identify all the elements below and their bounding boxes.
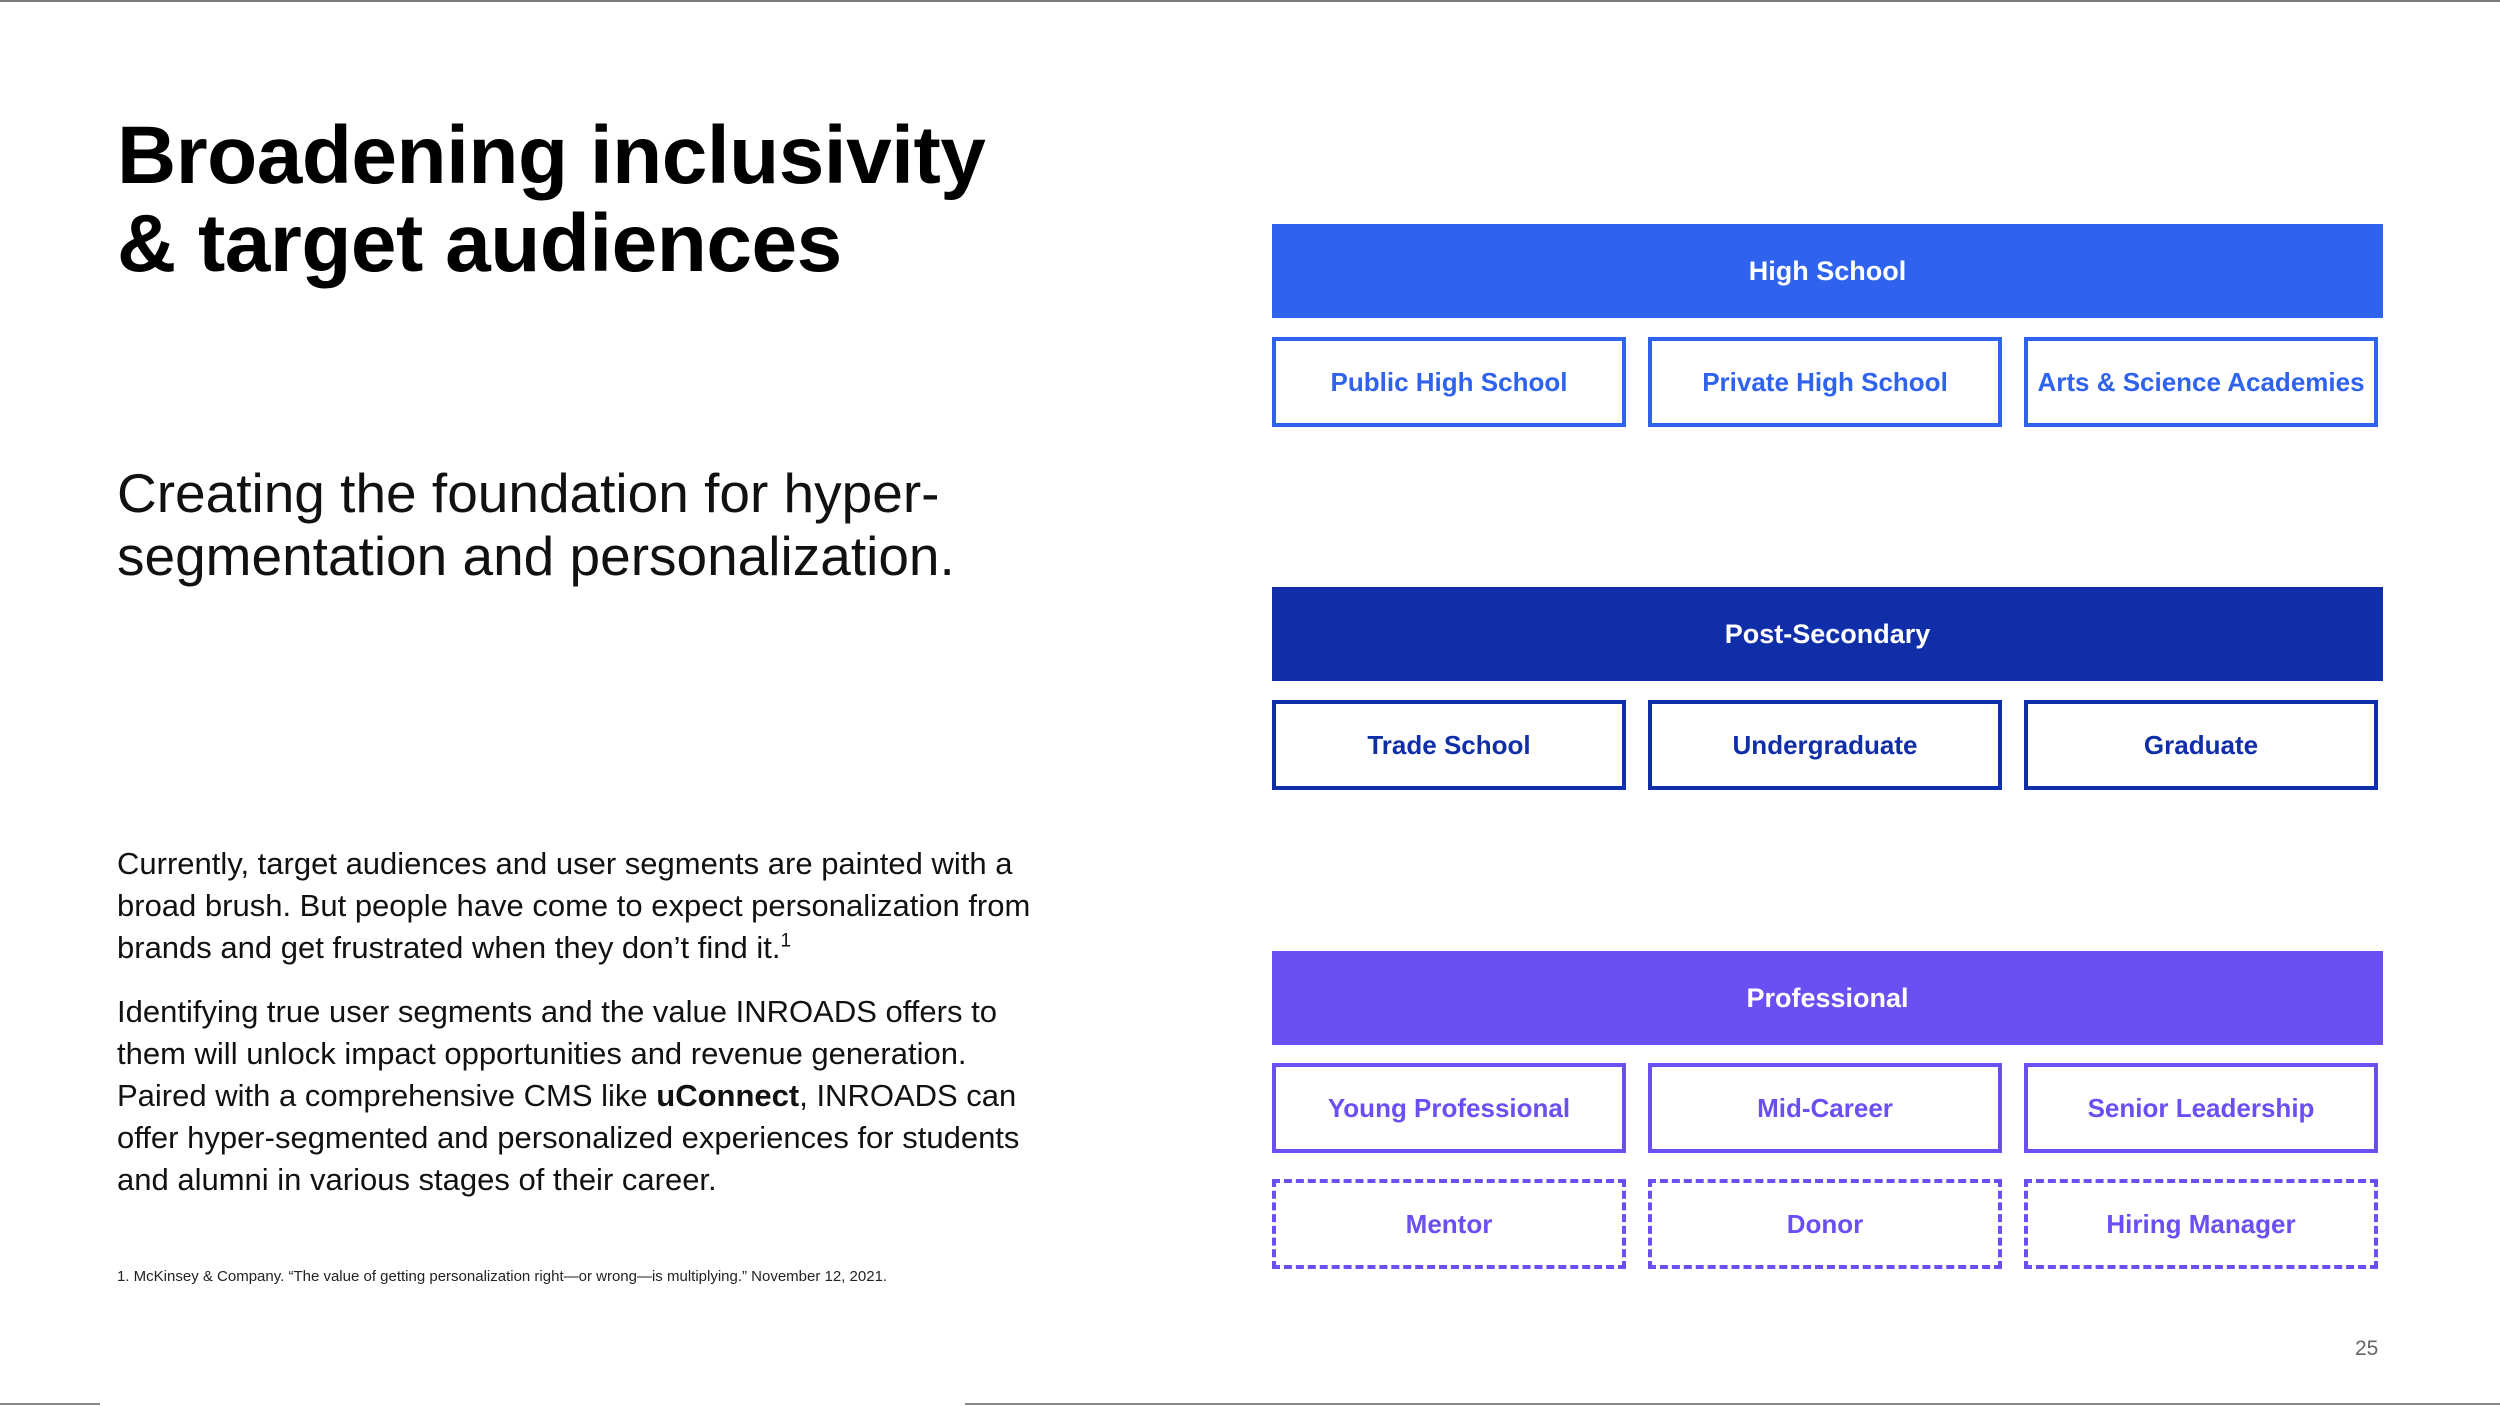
- body-paragraph-2: Identifying true user segments and the v…: [117, 991, 1052, 1201]
- segment-trade-school: Trade School: [1272, 700, 1626, 790]
- body-paragraph-1-text: Currently, target audiences and user seg…: [117, 846, 1031, 965]
- page-title-line-2: & target audiences: [117, 198, 842, 289]
- body-text: Currently, target audiences and user seg…: [117, 843, 1052, 1223]
- segment-senior-leadership: Senior Leadership: [2024, 1063, 2378, 1153]
- top-rule: [0, 0, 2500, 2]
- body-paragraph-2-lead: Identifying true user segments and the v…: [117, 994, 997, 1113]
- page-title: Broadening inclusivity & target audience…: [117, 112, 1077, 288]
- page-title-line-1: Broadening inclusivity: [117, 110, 986, 201]
- tier-header-post-secondary: Post-Secondary: [1272, 587, 2383, 681]
- segment-hiring-manager: Hiring Manager: [2024, 1179, 2378, 1269]
- page-number: 25: [2355, 1337, 2379, 1360]
- segment-mid-career: Mid-Career: [1648, 1063, 2002, 1153]
- body-paragraph-2-tail: , INROADS can offer hyper-segmented and …: [117, 1078, 1020, 1197]
- segment-public-high-school: Public High School: [1272, 337, 1626, 427]
- segment-undergraduate: Undergraduate: [1648, 700, 2002, 790]
- segment-mentor: Mentor: [1272, 1179, 1626, 1269]
- body-paragraph-1: Currently, target audiences and user seg…: [117, 843, 1052, 969]
- segment-private-high-school: Private High School: [1648, 337, 2002, 427]
- bottom-rule-left: [0, 1403, 100, 1405]
- page-subtitle: Creating the foundation for hyper-segmen…: [117, 462, 955, 587]
- footnote-ref: 1: [780, 930, 792, 952]
- tier-header-high-school: High School: [1272, 224, 2383, 318]
- segment-young-professional: Young Professional: [1272, 1063, 1626, 1153]
- bottom-rule-right: [965, 1403, 2500, 1405]
- segment-arts-science-academies: Arts & Science Academies: [2024, 337, 2378, 427]
- tier-header-professional: Professional: [1272, 951, 2383, 1045]
- footnote: 1. McKinsey & Company. “The value of get…: [117, 1268, 888, 1285]
- segment-graduate: Graduate: [2024, 700, 2378, 790]
- uconnect-highlight: uConnect: [656, 1078, 800, 1113]
- segment-donor: Donor: [1648, 1179, 2002, 1269]
